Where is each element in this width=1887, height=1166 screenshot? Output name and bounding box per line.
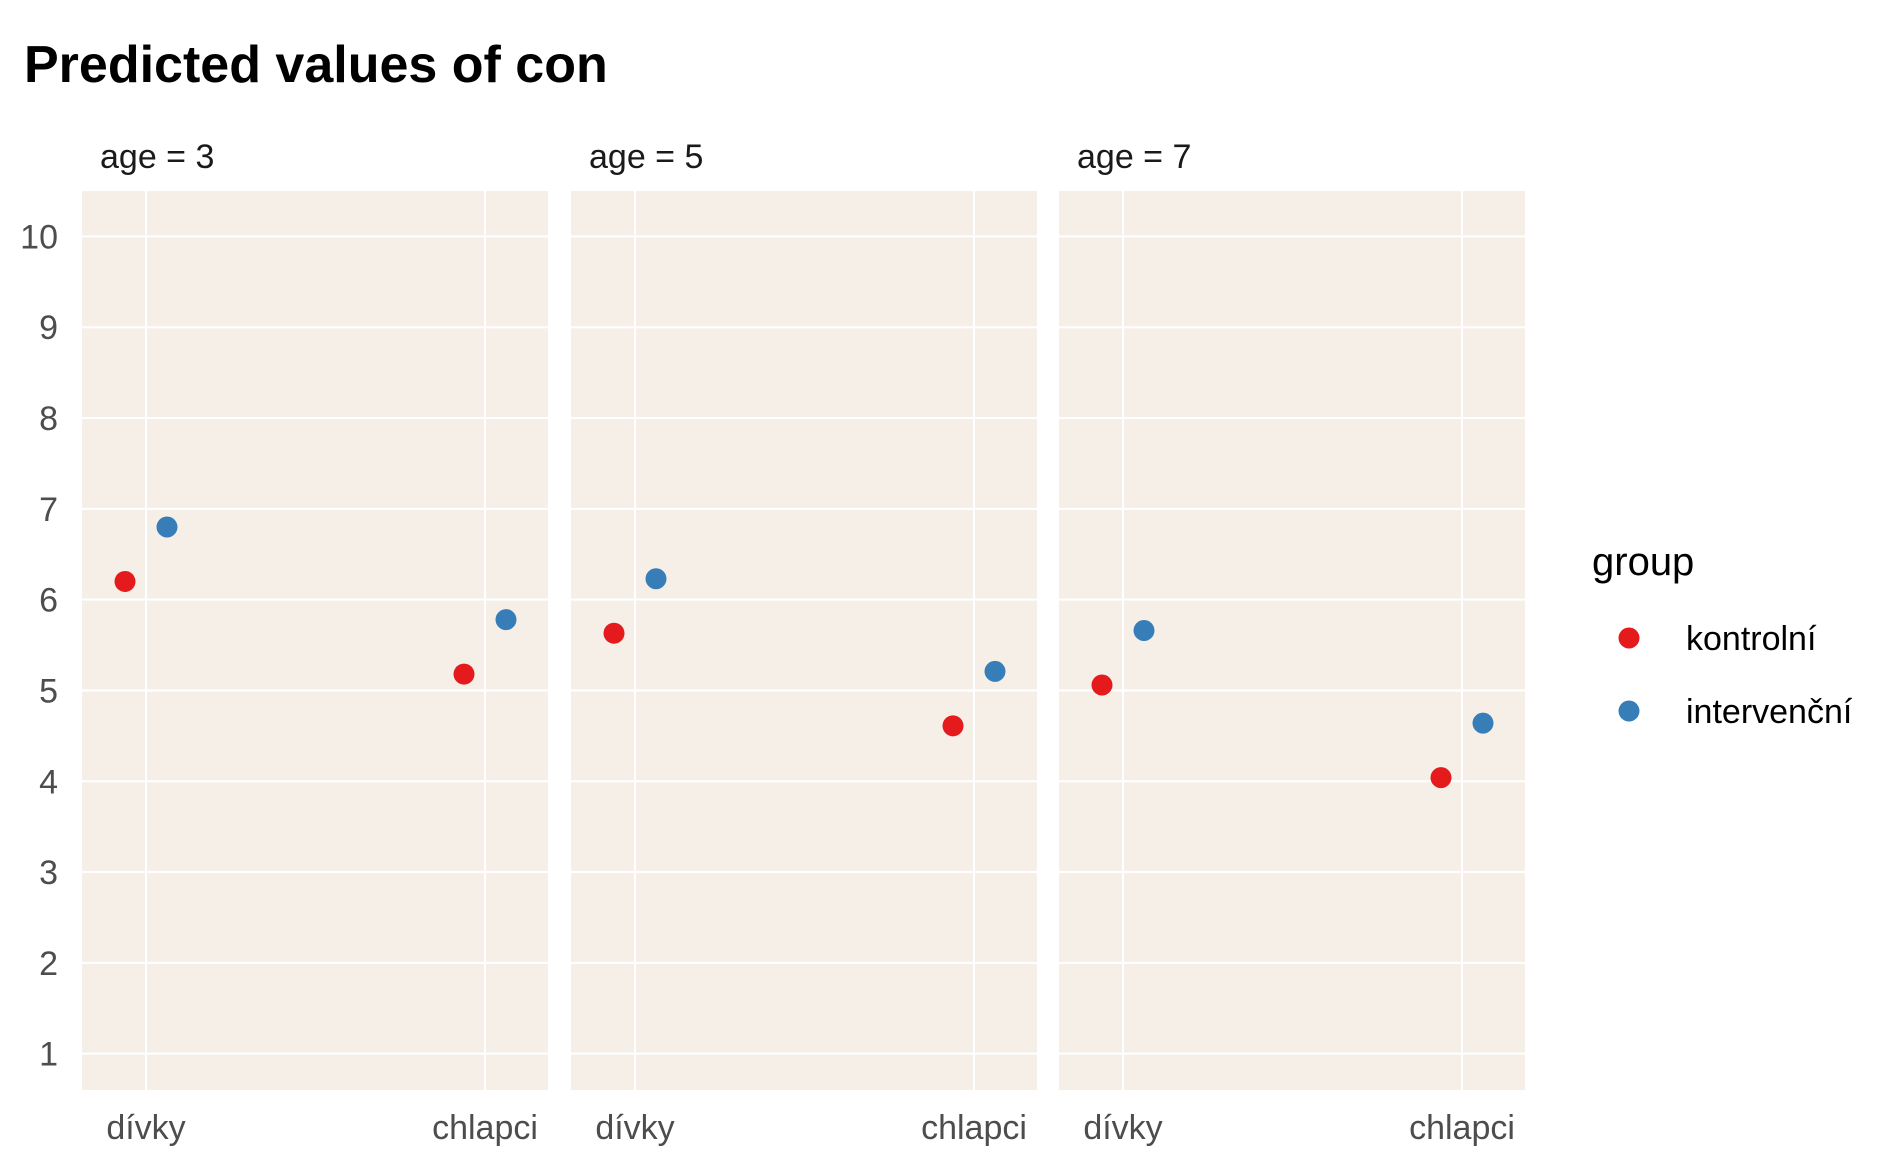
data-point-intervencni xyxy=(1133,620,1155,642)
y-tick-label: 2 xyxy=(39,945,58,983)
x-tick-label: dívky xyxy=(595,1109,674,1147)
facet-panel: age = 3 dívky chlapci xyxy=(82,138,548,1147)
data-point-intervencni xyxy=(645,568,667,590)
data-point-kontrolni xyxy=(453,663,475,685)
y-tick-label: 10 xyxy=(20,218,58,256)
data-point-kontrolni xyxy=(942,715,964,737)
x-tick-label: chlapci xyxy=(1409,1109,1515,1147)
panel-background xyxy=(571,191,1037,1090)
data-point-kontrolni xyxy=(603,622,625,644)
data-point-intervencni xyxy=(984,660,1006,682)
panel-background xyxy=(82,191,548,1090)
facet-panel: age = 7 dívky chlapci xyxy=(1059,138,1525,1147)
legend: group kontrolní intervenční xyxy=(1592,540,1853,731)
y-tick-label: 6 xyxy=(39,582,58,620)
chart-title: Predicted values of con xyxy=(24,36,608,94)
data-point-intervencni xyxy=(1472,712,1494,734)
legend-label: kontrolní xyxy=(1686,620,1817,658)
data-point-intervencni xyxy=(495,609,517,631)
legend-key xyxy=(1618,700,1640,722)
x-tick-label: chlapci xyxy=(921,1109,1027,1147)
data-point-intervencni xyxy=(156,516,178,538)
x-tick-label: dívky xyxy=(106,1109,185,1147)
data-point-kontrolni xyxy=(114,570,136,592)
panel-background xyxy=(1059,191,1525,1090)
legend-key xyxy=(1618,627,1640,649)
legend-label: intervenční xyxy=(1686,693,1853,731)
x-tick-label: chlapci xyxy=(432,1109,538,1147)
y-tick-label: 9 xyxy=(39,309,58,347)
y-tick-label: 8 xyxy=(39,400,58,438)
facet-strip-label: age = 5 xyxy=(589,138,703,176)
y-axis: 1 2 3 4 5 6 7 8 9 10 xyxy=(20,218,58,1073)
y-tick-label: 4 xyxy=(39,763,58,801)
facet-strip-label: age = 3 xyxy=(100,138,214,176)
facet-panel: age = 5 dívky chlapci xyxy=(571,138,1037,1147)
data-point-kontrolni xyxy=(1091,674,1113,696)
y-tick-label: 5 xyxy=(39,672,58,710)
y-tick-label: 7 xyxy=(39,491,58,529)
legend-title: group xyxy=(1592,540,1694,584)
data-point-kontrolni xyxy=(1430,767,1452,789)
facet-strip-label: age = 7 xyxy=(1077,138,1191,176)
y-tick-label: 1 xyxy=(39,1036,58,1074)
y-tick-label: 3 xyxy=(39,854,58,892)
x-tick-label: dívky xyxy=(1083,1109,1162,1147)
